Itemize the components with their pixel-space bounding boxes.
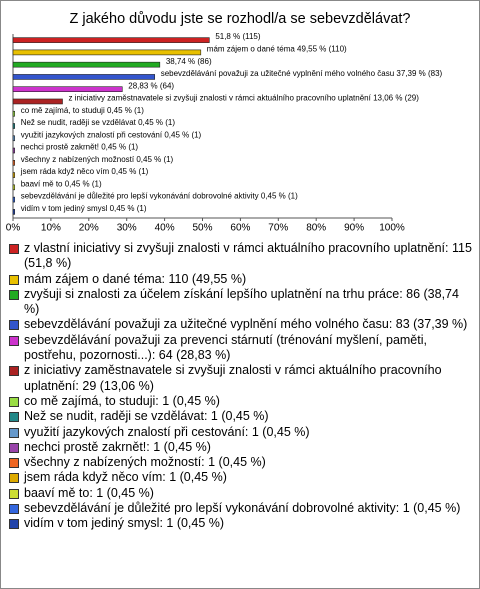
legend-item: z vlastní iniciativy si zvyšuji znalosti… — [7, 241, 473, 272]
x-tick-label: 90% — [344, 223, 364, 234]
x-tick-label: 30% — [117, 223, 137, 234]
bar-value-label: 38,74 % (86) — [166, 57, 212, 66]
legend-label: vidím v tom jediný smysl: 1 (0,45 %) — [24, 516, 225, 531]
legend-label: sebevzdělávání považuji za užitečné vypl… — [24, 317, 468, 332]
bar-value-label: jsem ráda když něco vím 0,45 % (1) — [20, 167, 149, 176]
legend-swatch — [9, 412, 19, 423]
legend-label: jsem ráda když něco vím: 1 (0,45 %) — [24, 470, 227, 485]
x-tick-label: 70% — [268, 223, 288, 234]
chart: Z jakého důvodu jste se rozhodl/a se seb… — [6, 11, 443, 234]
legend-label: z vlastní iniciativy si zvyšuji znalosti… — [24, 241, 472, 271]
x-tick-label: 10% — [41, 223, 61, 234]
legend: z vlastní iniciativy si zvyšuji znalosti… — [7, 241, 473, 532]
legend-label: nechci prostě zakrnět!: 1 (0,45 %) — [24, 439, 211, 454]
x-tick-label: 20% — [79, 223, 99, 234]
plot-area: 0% 10% 20% 30% 40% 50% 60% 70% 80% 90% 100% 51,8 % … — [6, 32, 443, 233]
bar-value-label: baaví mě to 0,45 % (1) — [21, 179, 102, 188]
bar — [12, 196, 16, 203]
legend-item: využití jazykových znalostí při cestován… — [7, 425, 473, 440]
bar — [12, 49, 202, 56]
legend-item: sebevzdělávání považuji za užitečné vypl… — [7, 317, 473, 332]
x-tick-label: 40% — [155, 223, 175, 234]
legend-label: z iniciativy zaměstnavatele si zvyšuji z… — [24, 363, 442, 393]
legend-label: sebevzdělávání je důležité pro lepší vyk… — [24, 501, 461, 516]
bar — [12, 172, 16, 178]
bar-value-label: sebevzdělávání považuji za užitečné vypl… — [161, 69, 443, 78]
bar — [12, 98, 63, 105]
bar-value-label: Než se nudit, raději se vzdělávat 0,45 %… — [21, 118, 176, 127]
bar — [12, 160, 16, 166]
legend-label: všechny z nabízených možností: 1 (0,45 %… — [24, 455, 266, 470]
x-tick-label: 60% — [230, 223, 250, 234]
bar — [12, 86, 123, 92]
bar-value-label: 51,8 % (115) — [215, 32, 261, 41]
legend-swatch — [9, 519, 19, 530]
legend-item: zvyšuji si znalosti za účelem získání le… — [7, 287, 473, 318]
legend-item: vidím v tom jediný smysl: 1 (0,45 %) — [7, 516, 473, 531]
legend-item: co mě zajímá, to studuji: 1 (0,45 %) — [7, 394, 473, 409]
bar — [12, 123, 16, 129]
legend-swatch — [9, 244, 19, 254]
x-tick-label: 50% — [192, 223, 212, 234]
legend-swatch — [9, 274, 19, 285]
legend-label: sebevzdělávání považuji za prevenci stár… — [24, 332, 427, 363]
legend-label: využití jazykových znalostí při cestován… — [24, 424, 310, 439]
bar — [12, 209, 16, 215]
bar-value-label: všechny z nabízených možností 0,45 % (1) — [21, 155, 174, 164]
bar-value-label: z iniciativy zaměstnavatele si zvyšuji z… — [68, 94, 419, 103]
legend-swatch — [9, 320, 19, 331]
legend-item: nechci prostě zakrnět!: 1 (0,45 %) — [7, 440, 473, 455]
legend-item: všechny z nabízených možností: 1 (0,45 %… — [7, 455, 473, 470]
x-tick-label: 0% — [6, 223, 21, 234]
legend-swatch — [9, 473, 19, 484]
bar-value-label: využití jazykových znalostí při cestován… — [21, 130, 202, 139]
x-tick-label: 80% — [306, 223, 326, 234]
legend-swatch — [9, 427, 19, 438]
bar-value-label: mám zájem o dané téma 49,55 % (110) — [207, 45, 347, 54]
bar — [12, 147, 16, 154]
bar — [12, 135, 16, 142]
bar-value-label: sebevzdělávání je důležité pro lepší vyk… — [21, 192, 298, 201]
legend-item: mám zájem o dané téma: 110 (49,55 %) — [7, 272, 473, 287]
bar — [12, 61, 161, 68]
bar-value-label: vidím v tom jediný smysl 0,45 % (1) — [21, 204, 147, 213]
legend-swatch — [9, 335, 19, 346]
legend-swatch — [9, 289, 19, 300]
chart-title: Z jakého důvodu jste se rozhodl/a se seb… — [70, 11, 411, 27]
x-tick-label: 100% — [379, 223, 405, 234]
legend-swatch — [9, 396, 19, 407]
legend-label: co mě zajímá, to studuji: 1 (0,45 %) — [24, 393, 220, 408]
legend-swatch — [9, 488, 19, 499]
legend-item: Než se nudit, raději se vzdělávat: 1 (0,… — [7, 409, 473, 424]
legend-label: zvyšuji si znalosti za účelem získání le… — [24, 286, 459, 317]
bar-value-label: co mě zajímá, to studuji 0,45 % (1) — [21, 106, 145, 115]
legend-item: sebevzdělávání považuji za prevenci stár… — [7, 333, 473, 364]
legend-label: Než se nudit, raději se vzdělávat: 1 (0,… — [24, 409, 269, 424]
bar — [12, 110, 16, 117]
bar — [12, 74, 156, 80]
legend-item: jsem ráda když něco vím: 1 (0,45 %) — [7, 470, 473, 485]
bar-value-label: nechci prostě zakrnět! 0,45 % (1) — [21, 143, 139, 152]
legend-item: sebevzdělávání je důležité pro lepší vyk… — [7, 501, 473, 516]
legend-swatch — [9, 366, 19, 377]
legend-label: mám zájem o dané téma: 110 (49,55 %) — [24, 271, 247, 286]
legend-swatch — [9, 458, 19, 469]
legend-swatch — [9, 504, 19, 515]
legend-label: baaví mě to: 1 (0,45 %) — [24, 485, 154, 500]
legend-swatch — [9, 442, 19, 453]
bar-value-label: 28,83 % (64) — [128, 81, 174, 90]
legend-item: baaví mě to: 1 (0,45 %) — [7, 486, 473, 501]
legend-item: z iniciativy zaměstnavatele si zvyšuji z… — [7, 363, 473, 394]
bar — [12, 37, 210, 43]
bar — [12, 184, 16, 191]
